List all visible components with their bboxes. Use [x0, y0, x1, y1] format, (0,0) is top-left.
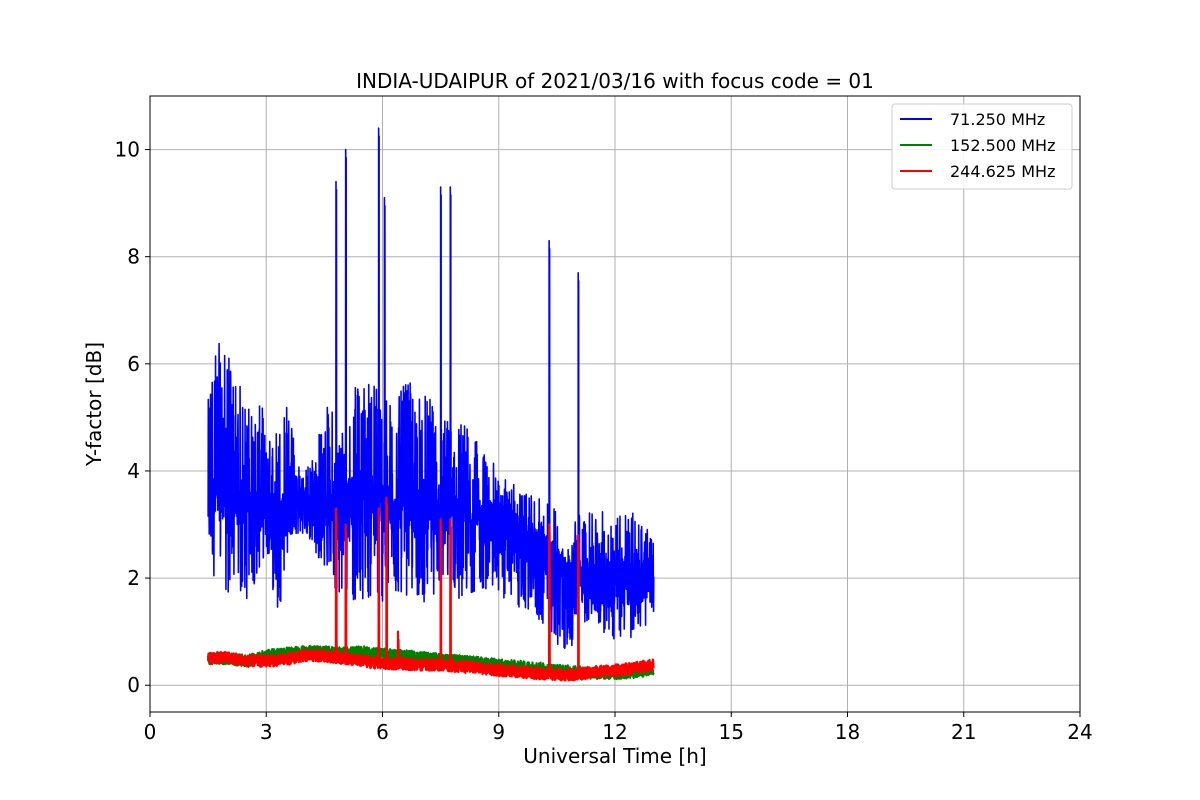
x-tick-label: 12 — [602, 720, 627, 744]
y-tick-label: 4 — [127, 459, 140, 483]
legend-entry-label: 244.625 MHz — [950, 162, 1055, 181]
y-tick-label: 6 — [127, 352, 140, 376]
y-tick-label: 10 — [115, 138, 140, 162]
x-axis-label: Universal Time [h] — [523, 744, 706, 768]
chart-title: INDIA-UDAIPUR of 2021/03/16 with focus c… — [356, 69, 874, 93]
x-tick-label: 9 — [492, 720, 505, 744]
y-tick-label: 0 — [127, 673, 140, 697]
y-axis-label: Y-factor [dB] — [82, 342, 106, 467]
x-tick-label: 0 — [144, 720, 157, 744]
legend-entry-label: 71.250 MHz — [950, 110, 1045, 129]
series-line — [207, 496, 655, 682]
legend-box — [891, 103, 1073, 190]
legend-entry-label: 152.500 MHz — [950, 136, 1055, 155]
series-line — [207, 127, 655, 649]
series-layer — [207, 127, 655, 682]
x-tick-label: 15 — [719, 720, 744, 744]
x-tick-label: 3 — [260, 720, 273, 744]
x-tick-label: 6 — [376, 720, 389, 744]
x-tick-label: 18 — [835, 720, 860, 744]
legend: 71.250 MHz 152.500 MHz 244.625 MHz — [891, 103, 1073, 190]
x-tick-label: 24 — [1067, 720, 1092, 744]
x-tick-label: 21 — [951, 720, 976, 744]
y-tick-label: 2 — [127, 566, 140, 590]
y-tick-label: 8 — [127, 245, 140, 269]
grid — [149, 96, 1081, 712]
